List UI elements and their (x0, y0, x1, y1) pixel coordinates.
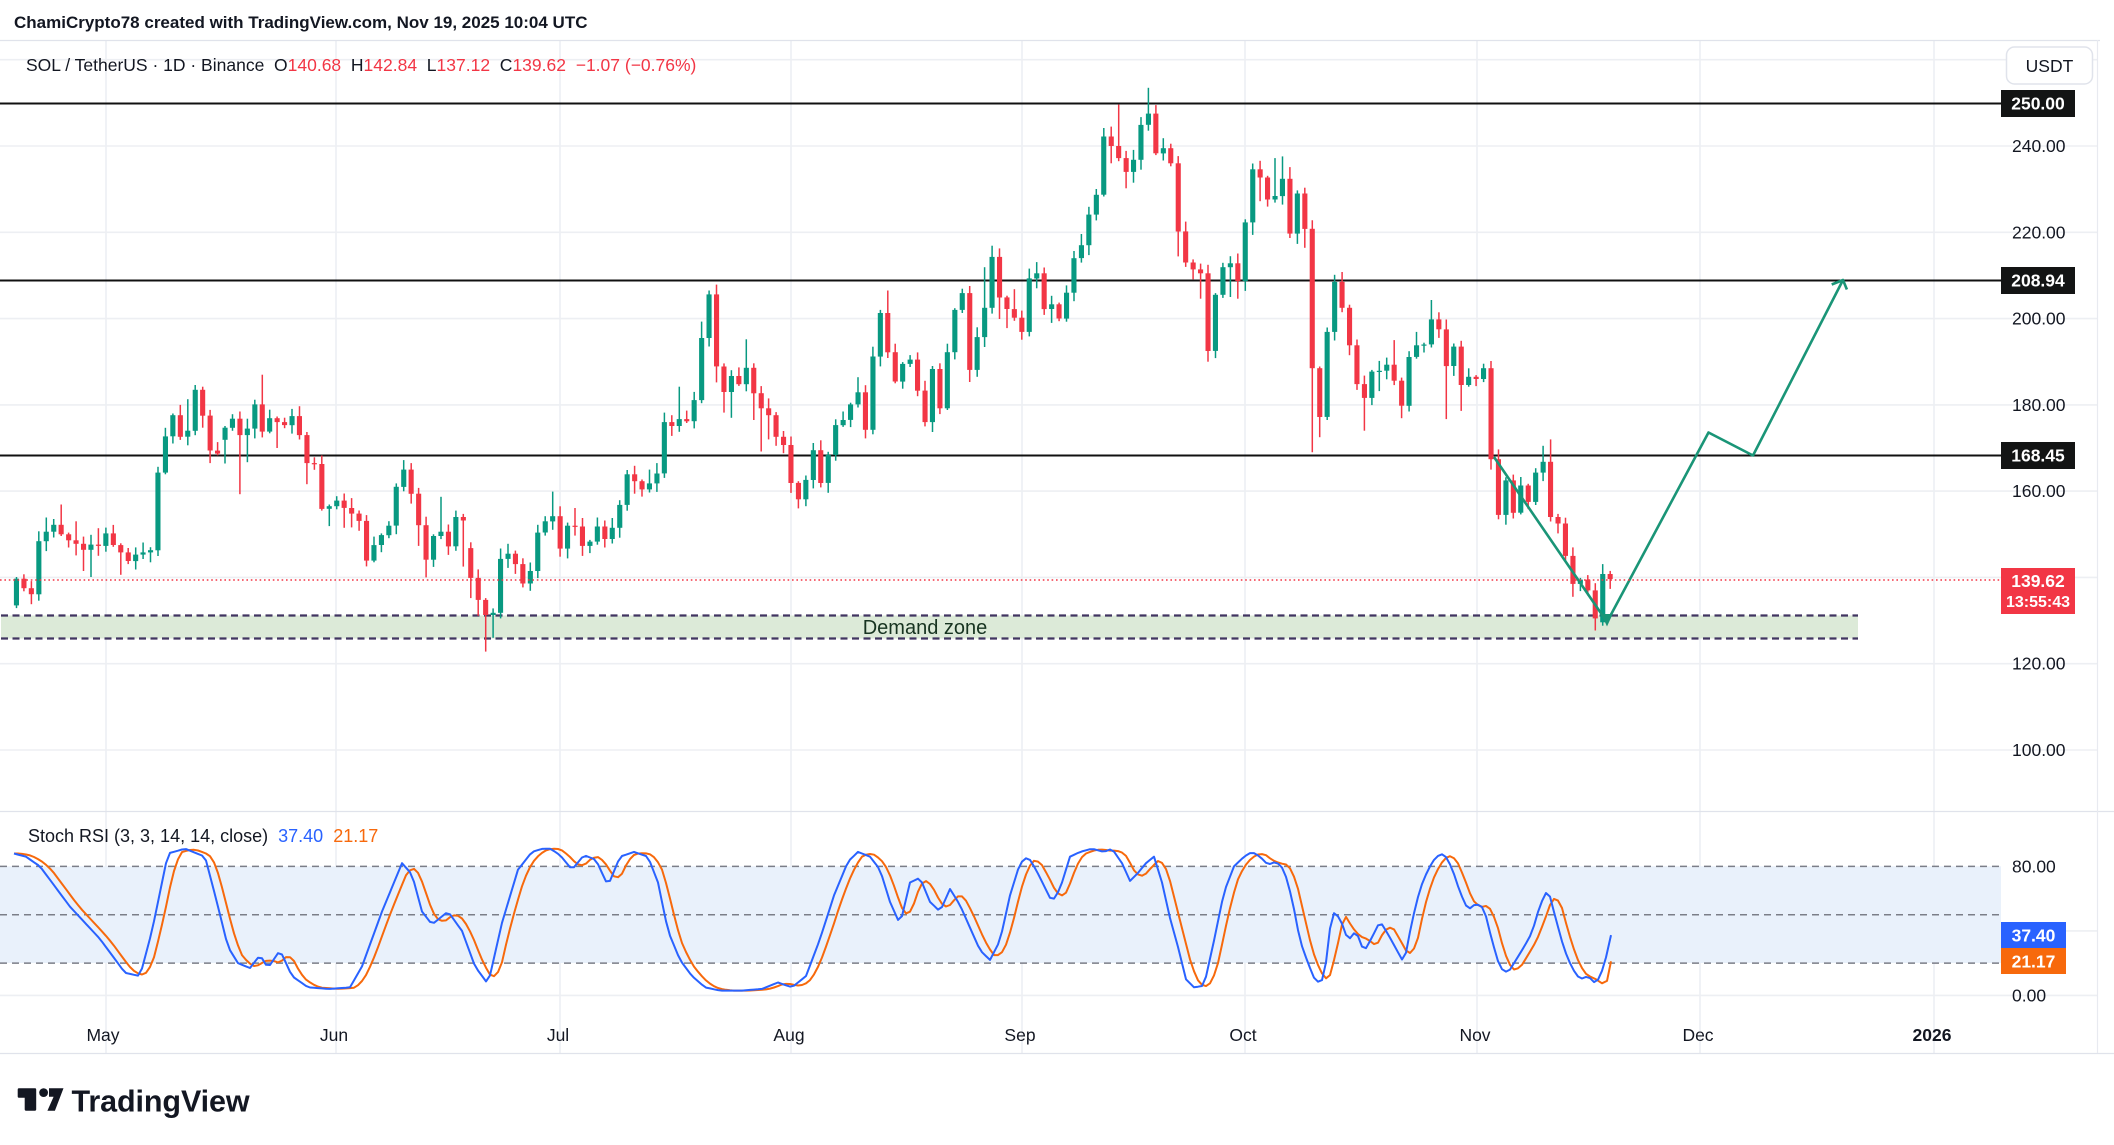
svg-text:Aug: Aug (773, 1025, 804, 1045)
svg-text:168.45: 168.45 (2011, 446, 2065, 466)
svg-text:USDT: USDT (2026, 56, 2074, 76)
svg-text:37.40: 37.40 (2012, 926, 2056, 946)
svg-text:250.00: 250.00 (2011, 94, 2065, 114)
svg-text:Jul: Jul (547, 1025, 569, 1045)
svg-text:13:55:43: 13:55:43 (2006, 594, 2070, 611)
svg-text:2026: 2026 (1913, 1025, 1952, 1045)
svg-text:21.17: 21.17 (2012, 952, 2056, 972)
svg-text:139.62: 139.62 (2011, 571, 2065, 591)
svg-text:Demand zone: Demand zone (863, 617, 988, 639)
svg-text:160.00: 160.00 (2012, 481, 2066, 501)
svg-text:220.00: 220.00 (2012, 222, 2066, 242)
svg-text:208.94: 208.94 (2011, 271, 2065, 291)
svg-text:Sep: Sep (1004, 1025, 1035, 1045)
svg-text:100.00: 100.00 (2012, 740, 2066, 760)
svg-text:ChamiCrypto78 created with Tra: ChamiCrypto78 created with TradingView.c… (14, 13, 587, 32)
svg-text:0.00: 0.00 (2012, 985, 2046, 1005)
svg-text:Stoch RSI (3, 3, 14, 14, close: Stoch RSI (3, 3, 14, 14, close) 37.40 21… (28, 826, 378, 846)
svg-text:Dec: Dec (1682, 1025, 1713, 1045)
svg-text:120.00: 120.00 (2012, 654, 2066, 674)
svg-text:TradingView: TradingView (72, 1085, 250, 1119)
svg-text:80.00: 80.00 (2012, 856, 2056, 876)
svg-text:180.00: 180.00 (2012, 395, 2066, 415)
svg-text:Jun: Jun (320, 1025, 348, 1045)
svg-text:SOL / TetherUS · 1D · Binance: SOL / TetherUS · 1D · Binance O140.68 H1… (26, 55, 696, 75)
svg-text:200.00: 200.00 (2012, 309, 2066, 329)
svg-text:Nov: Nov (1459, 1025, 1490, 1045)
svg-text:Oct: Oct (1229, 1025, 1256, 1045)
svg-text:May: May (86, 1025, 119, 1045)
svg-text:240.00: 240.00 (2012, 136, 2066, 156)
